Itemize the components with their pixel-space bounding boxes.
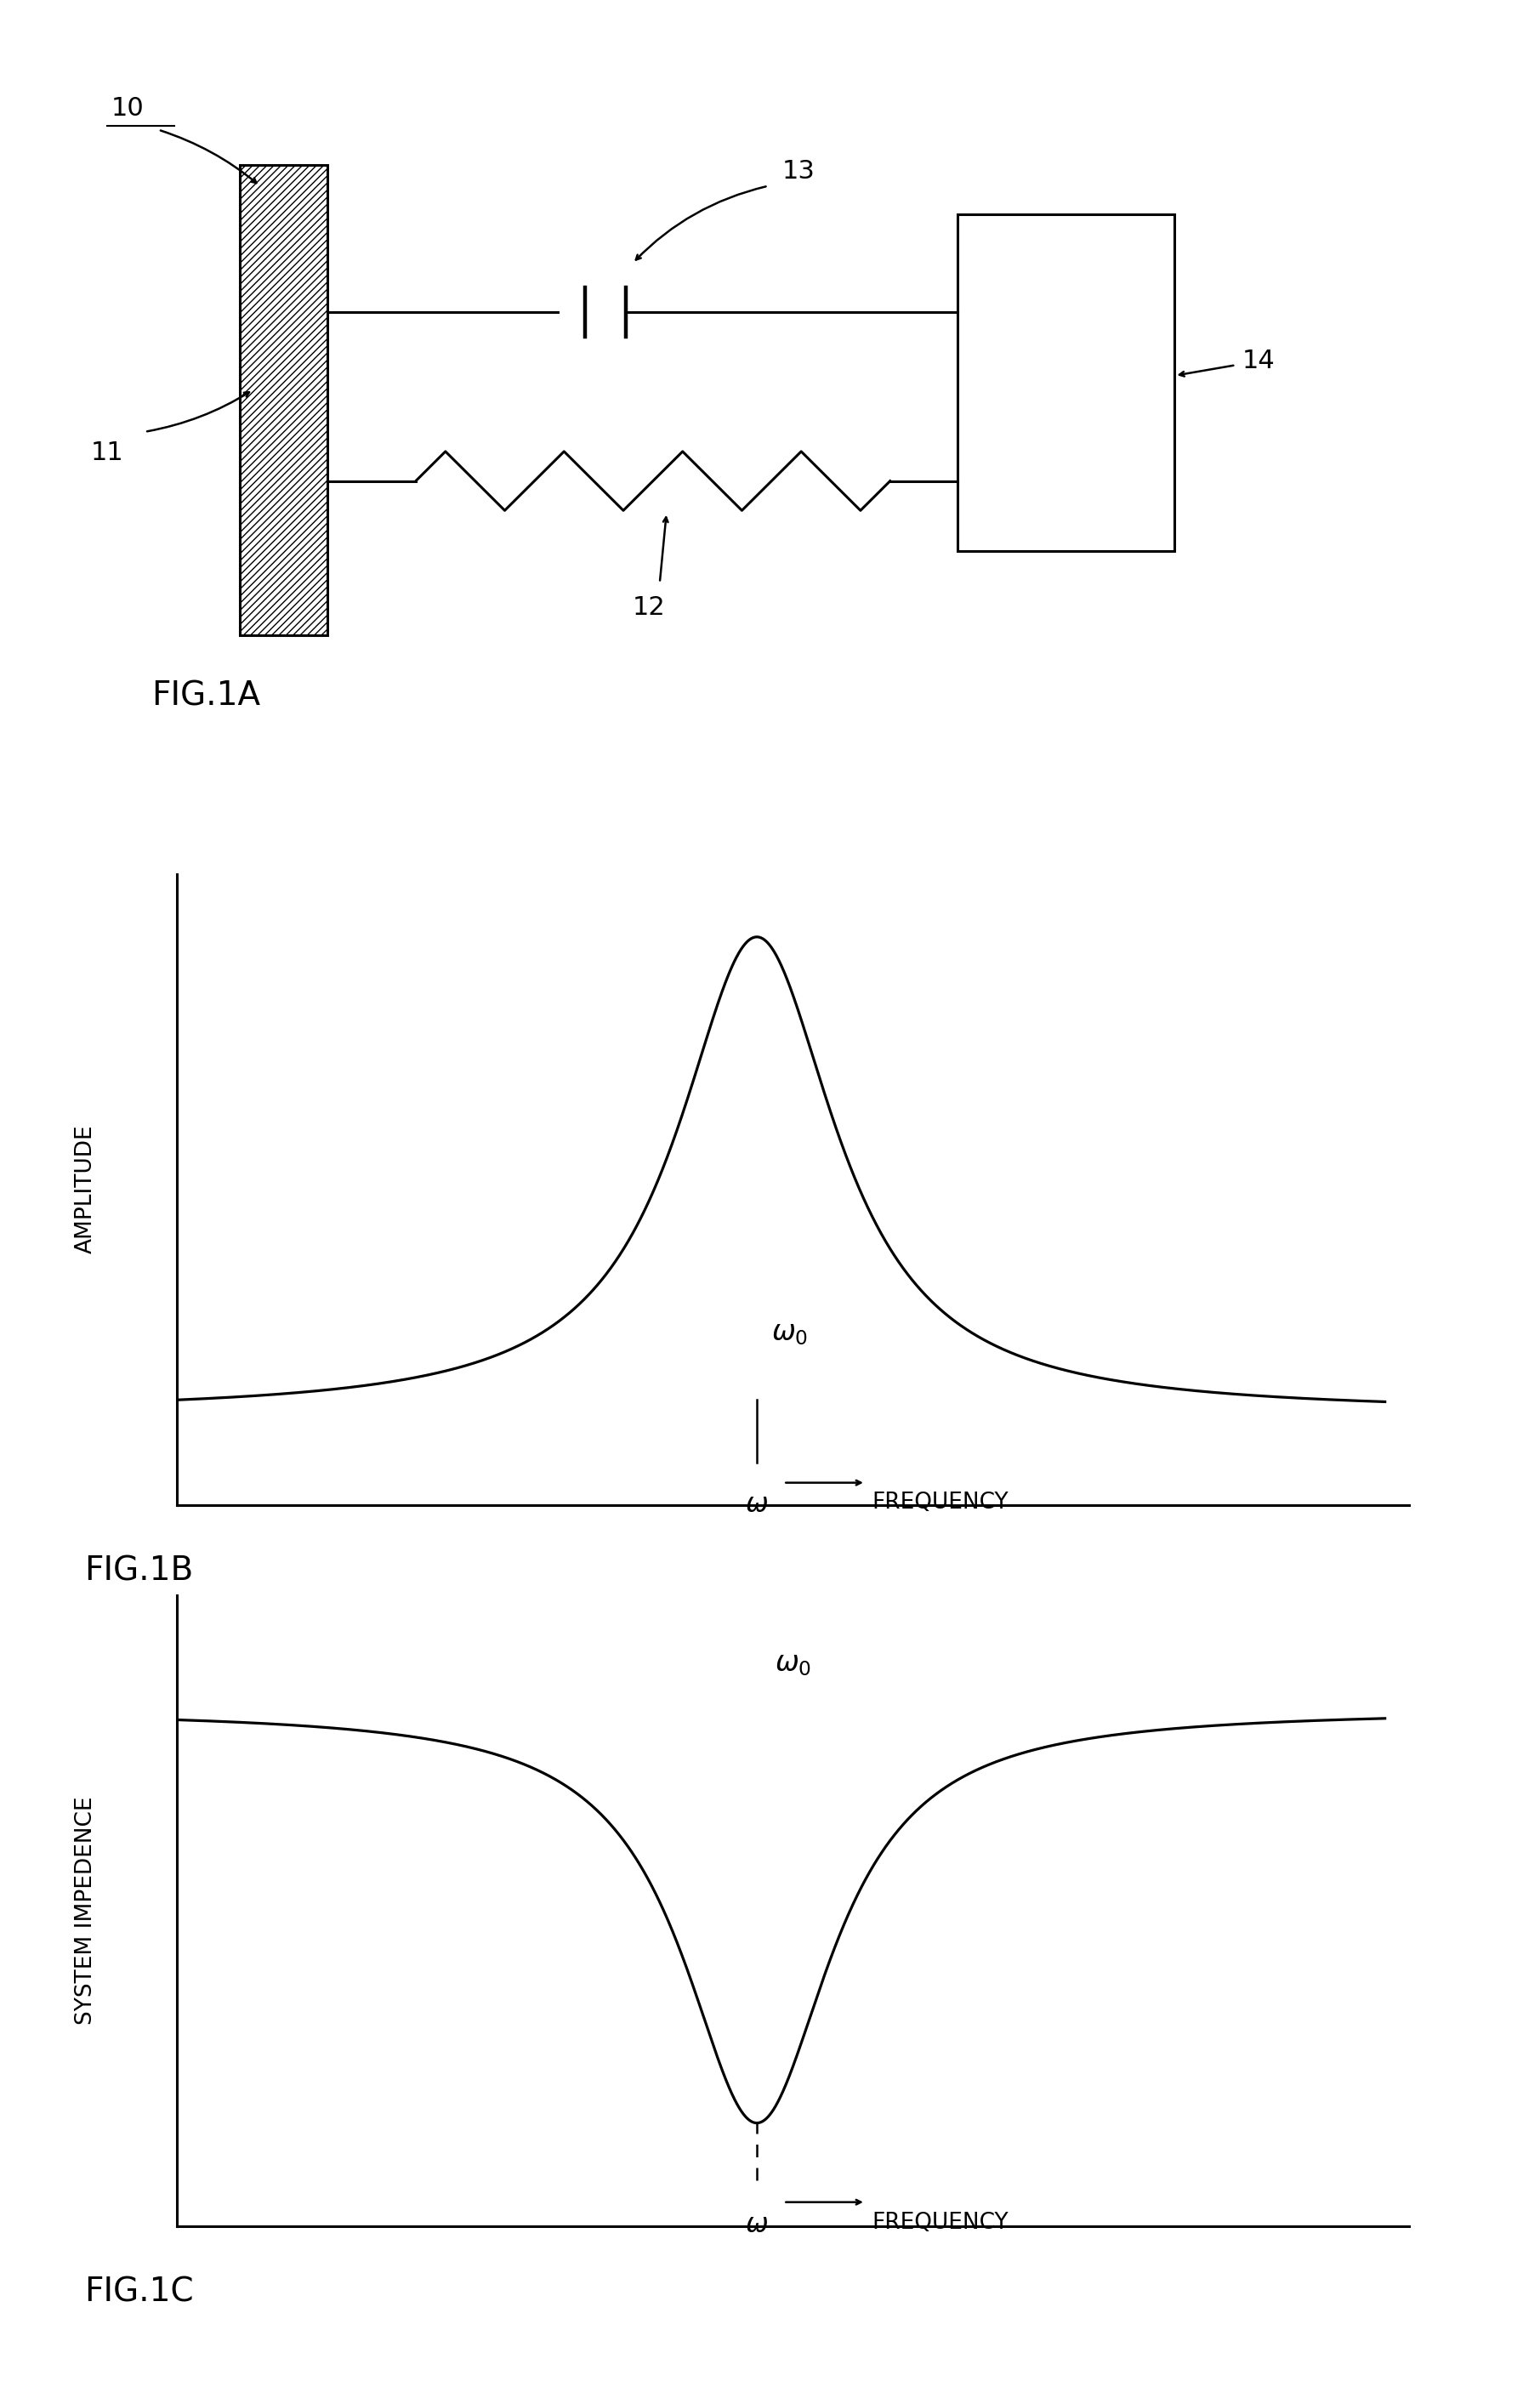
Text: 12: 12: [633, 595, 665, 619]
Text: FREQUENCY: FREQUENCY: [872, 2212, 1009, 2233]
Text: FREQUENCY: FREQUENCY: [872, 1491, 1009, 1514]
Polygon shape: [958, 214, 1175, 550]
Text: FIG.1A: FIG.1A: [151, 681, 260, 712]
Text: AMPLITUDE: AMPLITUDE: [75, 1124, 97, 1255]
Text: SYSTEM IMPEDENCE: SYSTEM IMPEDENCE: [75, 1798, 97, 2024]
Text: FIG.1C: FIG.1C: [85, 2276, 194, 2310]
Text: 13: 13: [782, 160, 815, 183]
Text: 11: 11: [91, 440, 123, 464]
Text: 10: 10: [111, 95, 143, 121]
Polygon shape: [240, 164, 328, 636]
Text: FIG.1B: FIG.1B: [85, 1555, 194, 1588]
Text: $\omega_0$: $\omega_0$: [775, 1650, 812, 1679]
Text: 14: 14: [1243, 350, 1275, 374]
Text: $\omega$: $\omega$: [745, 2212, 768, 2238]
Text: $\omega_0$: $\omega_0$: [772, 1319, 809, 1348]
Text: $\omega$: $\omega$: [745, 1491, 768, 1519]
